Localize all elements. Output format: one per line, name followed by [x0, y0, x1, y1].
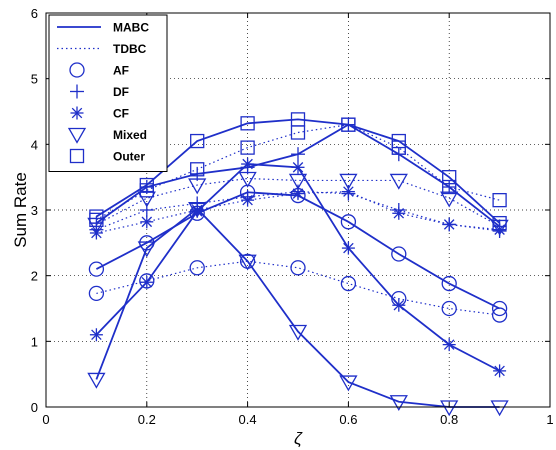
x-tick-label: 0.8 — [440, 412, 458, 427]
x-axis-label: ζ — [294, 429, 303, 448]
data-point-tdbc-cf — [190, 203, 204, 217]
axis-ticks: 0 0.2 0.4 0.6 0.8 1 0 1 2 3 4 5 6 — [31, 6, 554, 427]
y-tick-label: 6 — [31, 6, 38, 21]
data-point-mabc-outer — [190, 133, 205, 149]
data-point-tdbc-outer — [89, 212, 104, 228]
data-point-mabc-outer — [442, 170, 457, 185]
data-point-tdbc-mixed — [238, 171, 257, 188]
data-point-tdbc-af — [441, 300, 457, 317]
series-markers — [87, 112, 509, 417]
x-tick-label: 0 — [42, 412, 49, 427]
legend-marker-mixed — [67, 127, 87, 144]
data-point-tdbc-mixed — [490, 219, 509, 236]
data-point-tdbc-af — [189, 260, 205, 276]
legend-label-tdbc: TDBC — [113, 42, 147, 56]
data-point-mabc-cf — [493, 364, 507, 378]
data-point-tdbc-cf — [392, 206, 406, 220]
legend-marker-cf — [70, 106, 84, 120]
data-point-tdbc-mixed — [440, 191, 459, 208]
data-point-mabc-cf — [291, 160, 305, 174]
legend-marker-af — [69, 62, 85, 78]
data-point-mabc-mixed — [339, 375, 358, 392]
data-point-tdbc-cf — [442, 217, 456, 231]
data-point-mabc-mixed — [490, 400, 509, 417]
data-point-tdbc-outer — [492, 192, 507, 208]
data-point-tdbc-mixed — [339, 173, 358, 190]
data-point-mabc-af — [88, 261, 105, 277]
series-line-tdbc-cf — [96, 191, 500, 234]
data-point-mabc-mixed — [87, 372, 106, 389]
data-point-tdbc-mixed — [188, 178, 207, 195]
data-point-tdbc-cf — [341, 185, 355, 199]
data-point-mabc-cf — [442, 338, 456, 352]
x-tick-label: 0.2 — [138, 412, 156, 427]
data-point-tdbc-mixed — [137, 191, 156, 208]
data-point-tdbc-mixed — [87, 217, 106, 234]
legend: MABC TDBC AF DF CF Mixed Outer — [48, 14, 168, 172]
y-tick-label: 4 — [31, 137, 38, 152]
data-point-tdbc-af — [88, 285, 105, 302]
data-point-mabc-af — [340, 214, 357, 230]
data-point-tdbc-outer — [190, 162, 205, 177]
data-point-tdbc-outer — [139, 183, 154, 198]
data-point-tdbc-outer — [290, 125, 306, 140]
legend-marker-df — [70, 84, 84, 99]
data-point-mabc-mixed — [137, 241, 156, 258]
data-point-mabc-cf — [89, 328, 103, 342]
data-point-tdbc-af — [239, 253, 256, 269]
x-tick-label: 0.6 — [339, 412, 357, 427]
data-point-tdbc-outer — [442, 179, 457, 195]
data-point-mabc-cf — [140, 275, 154, 289]
data-point-tdbc-outer — [240, 140, 255, 155]
y-axis-label: Sum Rate — [11, 172, 30, 248]
data-point-mabc-outer — [240, 116, 255, 131]
data-point-mabc-df — [291, 147, 305, 162]
data-point-tdbc-mixed — [288, 173, 308, 190]
y-tick-label: 2 — [31, 269, 38, 284]
y-tick-label: 1 — [31, 334, 38, 349]
data-point-mabc-df — [341, 117, 356, 132]
legend-label-outer: Outer — [113, 150, 145, 164]
data-point-tdbc-outer — [391, 140, 406, 155]
legend-label-mixed: Mixed — [113, 128, 147, 142]
series-line-mabc-mixed — [95, 207, 500, 408]
y-tick-label: 0 — [31, 400, 38, 415]
data-point-tdbc-af — [290, 260, 306, 276]
series-line-tdbc-outer — [96, 124, 500, 221]
x-tick-label: 1 — [546, 412, 553, 427]
data-point-mabc-mixed — [238, 254, 257, 271]
legend-label-mabc: MABC — [113, 21, 149, 35]
legend-label-cf: CF — [113, 107, 129, 121]
y-tick-label: 5 — [31, 72, 38, 87]
series-line-tdbc-mixed — [96, 177, 500, 227]
x-tick-label: 0.4 — [239, 412, 257, 427]
data-point-tdbc-af — [391, 290, 407, 307]
data-point-tdbc-cf — [241, 193, 255, 207]
data-point-mabc-af — [391, 246, 407, 262]
data-point-mabc-mixed — [389, 395, 408, 412]
legend-box — [48, 14, 168, 172]
data-point-mabc-af — [441, 275, 457, 292]
legend-label-af: AF — [113, 64, 129, 78]
data-point-mabc-cf — [341, 241, 355, 255]
data-point-tdbc-cf — [140, 215, 154, 229]
data-point-mabc-mixed — [288, 324, 308, 341]
legend-label-df: DF — [113, 85, 129, 99]
data-point-tdbc-outer — [341, 117, 356, 132]
data-point-mabc-cf — [241, 157, 255, 171]
data-point-tdbc-mixed — [389, 173, 408, 190]
data-point-tdbc-af — [340, 275, 357, 292]
data-point-mabc-mixed — [440, 400, 459, 417]
data-point-mabc-af — [491, 300, 508, 317]
legend-marker-outer — [69, 148, 85, 164]
data-point-tdbc-af — [491, 307, 508, 323]
y-tick-label: 3 — [31, 203, 38, 218]
data-point-tdbc-af — [139, 273, 155, 289]
